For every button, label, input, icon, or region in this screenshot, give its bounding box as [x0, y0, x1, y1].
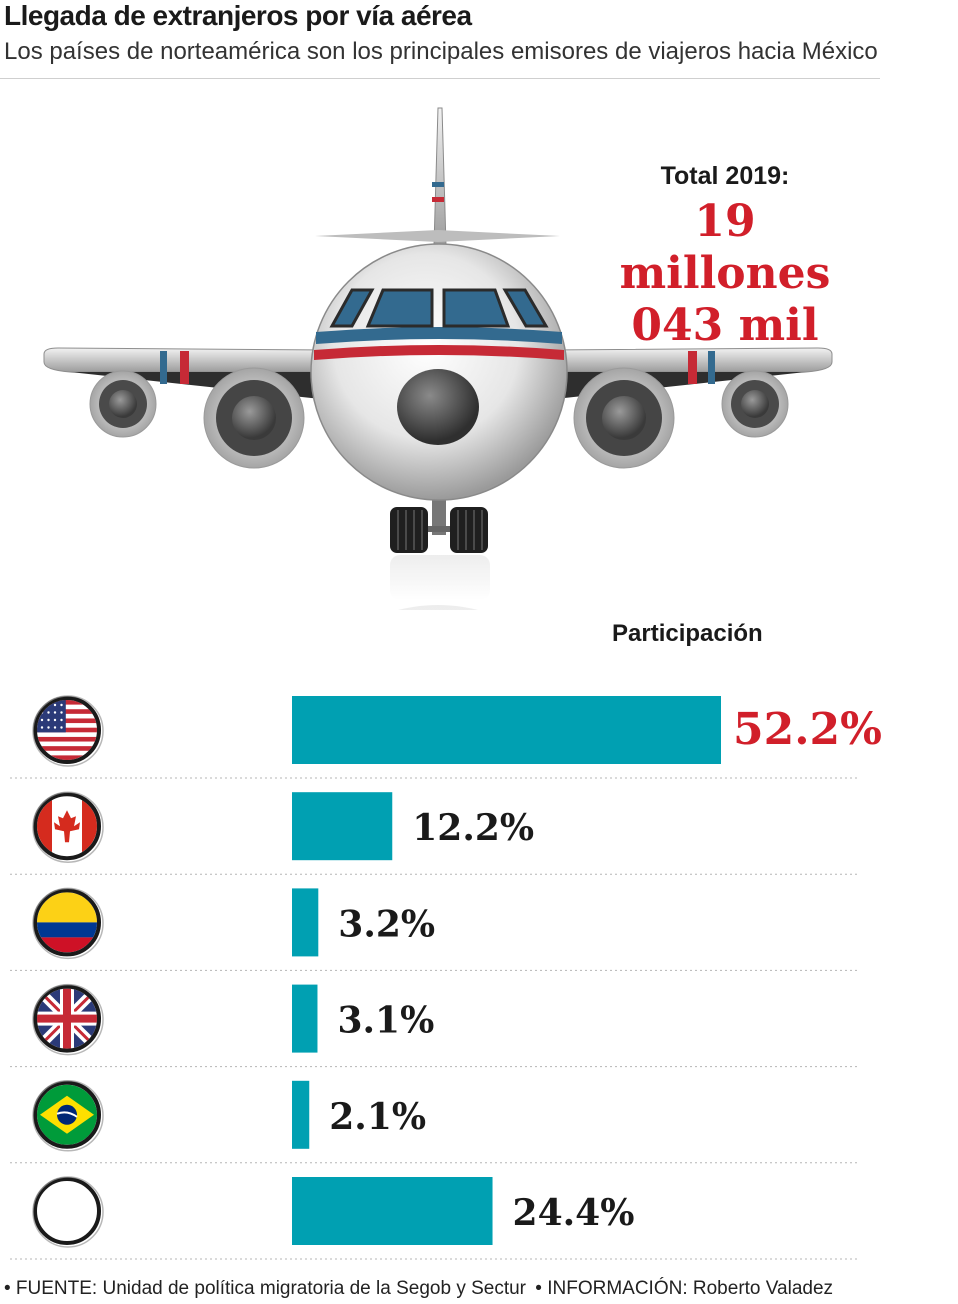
chart-title: Llegada de extranjeros por vía aérea	[4, 0, 472, 31]
footer: • FUENTE: Unidad de política migratoria …	[4, 1278, 837, 1300]
bar-5	[292, 1177, 493, 1245]
bar-0	[292, 696, 721, 764]
bar-1	[292, 792, 393, 861]
engine-outer-right	[721, 370, 789, 438]
footer-source: • FUENTE: Unidad de política migratoria …	[4, 1278, 527, 1299]
participation-label: Participación	[612, 620, 763, 647]
total-value-line2: 043 mil	[631, 300, 819, 351]
chart-subtitle: Los países de norteamérica son los princ…	[4, 38, 878, 65]
usa-flag-icon	[32, 695, 104, 767]
airplane-illustration	[43, 107, 833, 610]
canada-flag-icon	[32, 791, 104, 863]
bar-value-label-0: 52.2%	[733, 704, 882, 755]
bar-chart: 52.2% 12.2% 3.2% 3.1% 2.1% 24.4%	[10, 695, 882, 1260]
brazil-flag-icon	[32, 1080, 104, 1152]
blank-circle-icon	[32, 1176, 104, 1248]
total-label: Total 2019:	[660, 162, 790, 190]
landing-gear	[390, 490, 488, 553]
bar-3	[292, 984, 318, 1053]
footer-info: • INFORMACIÓN: Roberto Valadez	[535, 1278, 834, 1299]
cockpit-windows	[329, 288, 549, 328]
engine-inner-left	[203, 367, 305, 469]
engine-outer-left	[89, 370, 157, 438]
total-value: 19 millones 043 mil	[585, 196, 865, 352]
bar-value-label-4: 2.1%	[329, 1096, 426, 1138]
bar-value-label-2: 3.2%	[338, 903, 435, 945]
tail-fin	[315, 107, 560, 246]
nose-cone	[397, 369, 479, 445]
total-value-line1: 19 millones	[619, 196, 831, 299]
header-divider	[0, 78, 880, 79]
bar-value-label-5: 24.4%	[513, 1192, 635, 1234]
bar-value-label-1: 12.2%	[412, 807, 534, 849]
bar-2	[292, 888, 319, 957]
bar-value-label-3: 3.1%	[337, 1000, 434, 1042]
uk-flag-icon	[32, 983, 104, 1056]
bar-4	[292, 1080, 310, 1149]
reflection-shapes	[390, 555, 490, 610]
colombia-flag-icon	[32, 887, 104, 960]
engine-inner-right	[573, 367, 675, 469]
